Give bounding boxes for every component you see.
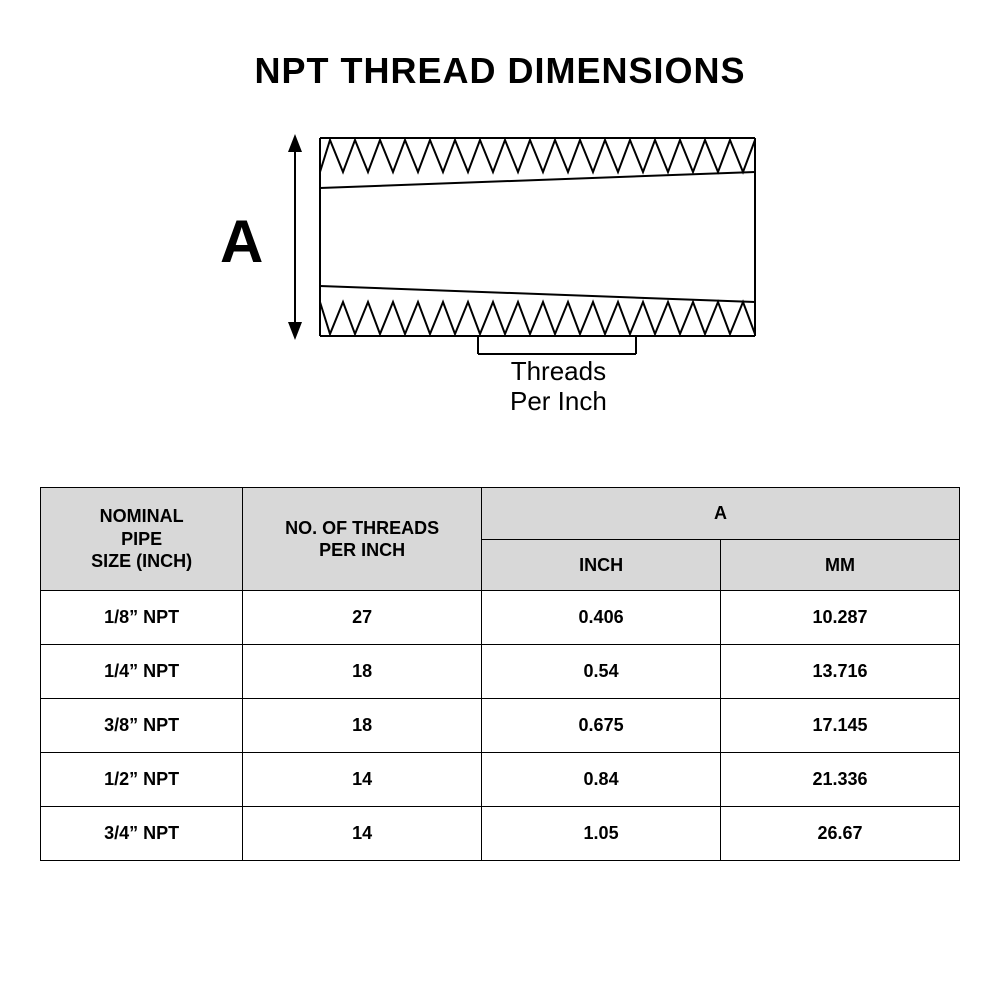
cell-inch: 0.84	[482, 753, 721, 807]
cell-nominal: 1/2” NPT	[41, 753, 243, 807]
tpi-line1: Threads	[511, 356, 606, 386]
cell-threads: 18	[243, 699, 482, 753]
cell-nominal: 1/8” NPT	[41, 591, 243, 645]
cell-mm: 13.716	[721, 645, 960, 699]
page-title: NPT THREAD DIMENSIONS	[40, 50, 960, 92]
table-row: 1/4” NPT180.5413.716	[41, 645, 960, 699]
hdr-nom-l3: SIZE (INCH)	[91, 551, 192, 571]
cell-nominal: 3/4” NPT	[41, 807, 243, 861]
hdr-nom-l1: NOMINAL	[100, 506, 184, 526]
cell-mm: 26.67	[721, 807, 960, 861]
cell-nominal: 1/4” NPT	[41, 645, 243, 699]
tpi-line2: Per Inch	[510, 386, 607, 416]
header-threads: NO. OF THREADS PER INCH	[243, 488, 482, 591]
dimensions-table: NOMINAL PIPE SIZE (INCH) NO. OF THREADS …	[40, 487, 960, 861]
diagram-svg	[220, 122, 780, 452]
table-header: NOMINAL PIPE SIZE (INCH) NO. OF THREADS …	[41, 488, 960, 591]
cell-inch: 0.406	[482, 591, 721, 645]
dimension-a-label: A	[220, 207, 263, 276]
cell-threads: 27	[243, 591, 482, 645]
cell-mm: 21.336	[721, 753, 960, 807]
header-inch: INCH	[482, 539, 721, 591]
cell-threads: 18	[243, 645, 482, 699]
header-nominal: NOMINAL PIPE SIZE (INCH)	[41, 488, 243, 591]
cell-mm: 17.145	[721, 699, 960, 753]
cell-inch: 1.05	[482, 807, 721, 861]
header-mm: MM	[721, 539, 960, 591]
cell-threads: 14	[243, 753, 482, 807]
cell-threads: 14	[243, 807, 482, 861]
diagram-container: A	[40, 122, 960, 452]
header-a-group: A	[482, 488, 960, 540]
cell-mm: 10.287	[721, 591, 960, 645]
table-row: 3/4” NPT141.0526.67	[41, 807, 960, 861]
table-body: 1/8” NPT270.40610.2871/4” NPT180.5413.71…	[41, 591, 960, 861]
cell-nominal: 3/8” NPT	[41, 699, 243, 753]
cell-inch: 0.54	[482, 645, 721, 699]
thread-diagram: A	[220, 122, 780, 452]
hdr-nom-l2: PIPE	[121, 529, 162, 549]
cell-inch: 0.675	[482, 699, 721, 753]
threads-per-inch-label: Threads Per Inch	[510, 357, 607, 417]
table-row: 1/2” NPT140.8421.336	[41, 753, 960, 807]
hdr-thr-l2: PER INCH	[319, 540, 405, 560]
table-row: 3/8” NPT180.67517.145	[41, 699, 960, 753]
hdr-thr-l1: NO. OF THREADS	[285, 518, 439, 538]
table-row: 1/8” NPT270.40610.287	[41, 591, 960, 645]
